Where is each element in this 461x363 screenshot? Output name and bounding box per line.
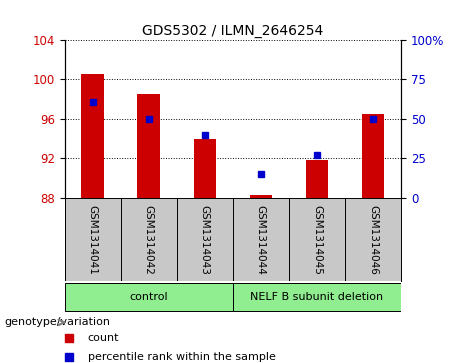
Text: GSM1314042: GSM1314042 [144,205,154,274]
Text: GSM1314041: GSM1314041 [88,205,98,274]
Bar [250,195,272,198]
Text: count: count [88,333,119,343]
Title: GDS5302 / ILMN_2646254: GDS5302 / ILMN_2646254 [142,24,324,37]
Text: GSM1314045: GSM1314045 [312,205,322,274]
Text: GSM1314046: GSM1314046 [368,205,378,274]
Text: genotype/variation: genotype/variation [5,317,111,327]
Bar [194,139,216,198]
Text: percentile rank within the sample: percentile rank within the sample [88,352,276,362]
Text: GSM1314043: GSM1314043 [200,205,210,274]
Bar [65,283,233,311]
Text: control: control [130,292,168,302]
Bar [362,114,384,198]
Bar [82,74,104,198]
Text: NELF B subunit deletion: NELF B subunit deletion [250,292,384,302]
Bar [137,94,160,198]
Bar [233,283,401,311]
Bar [306,160,328,198]
Text: GSM1314044: GSM1314044 [256,205,266,274]
